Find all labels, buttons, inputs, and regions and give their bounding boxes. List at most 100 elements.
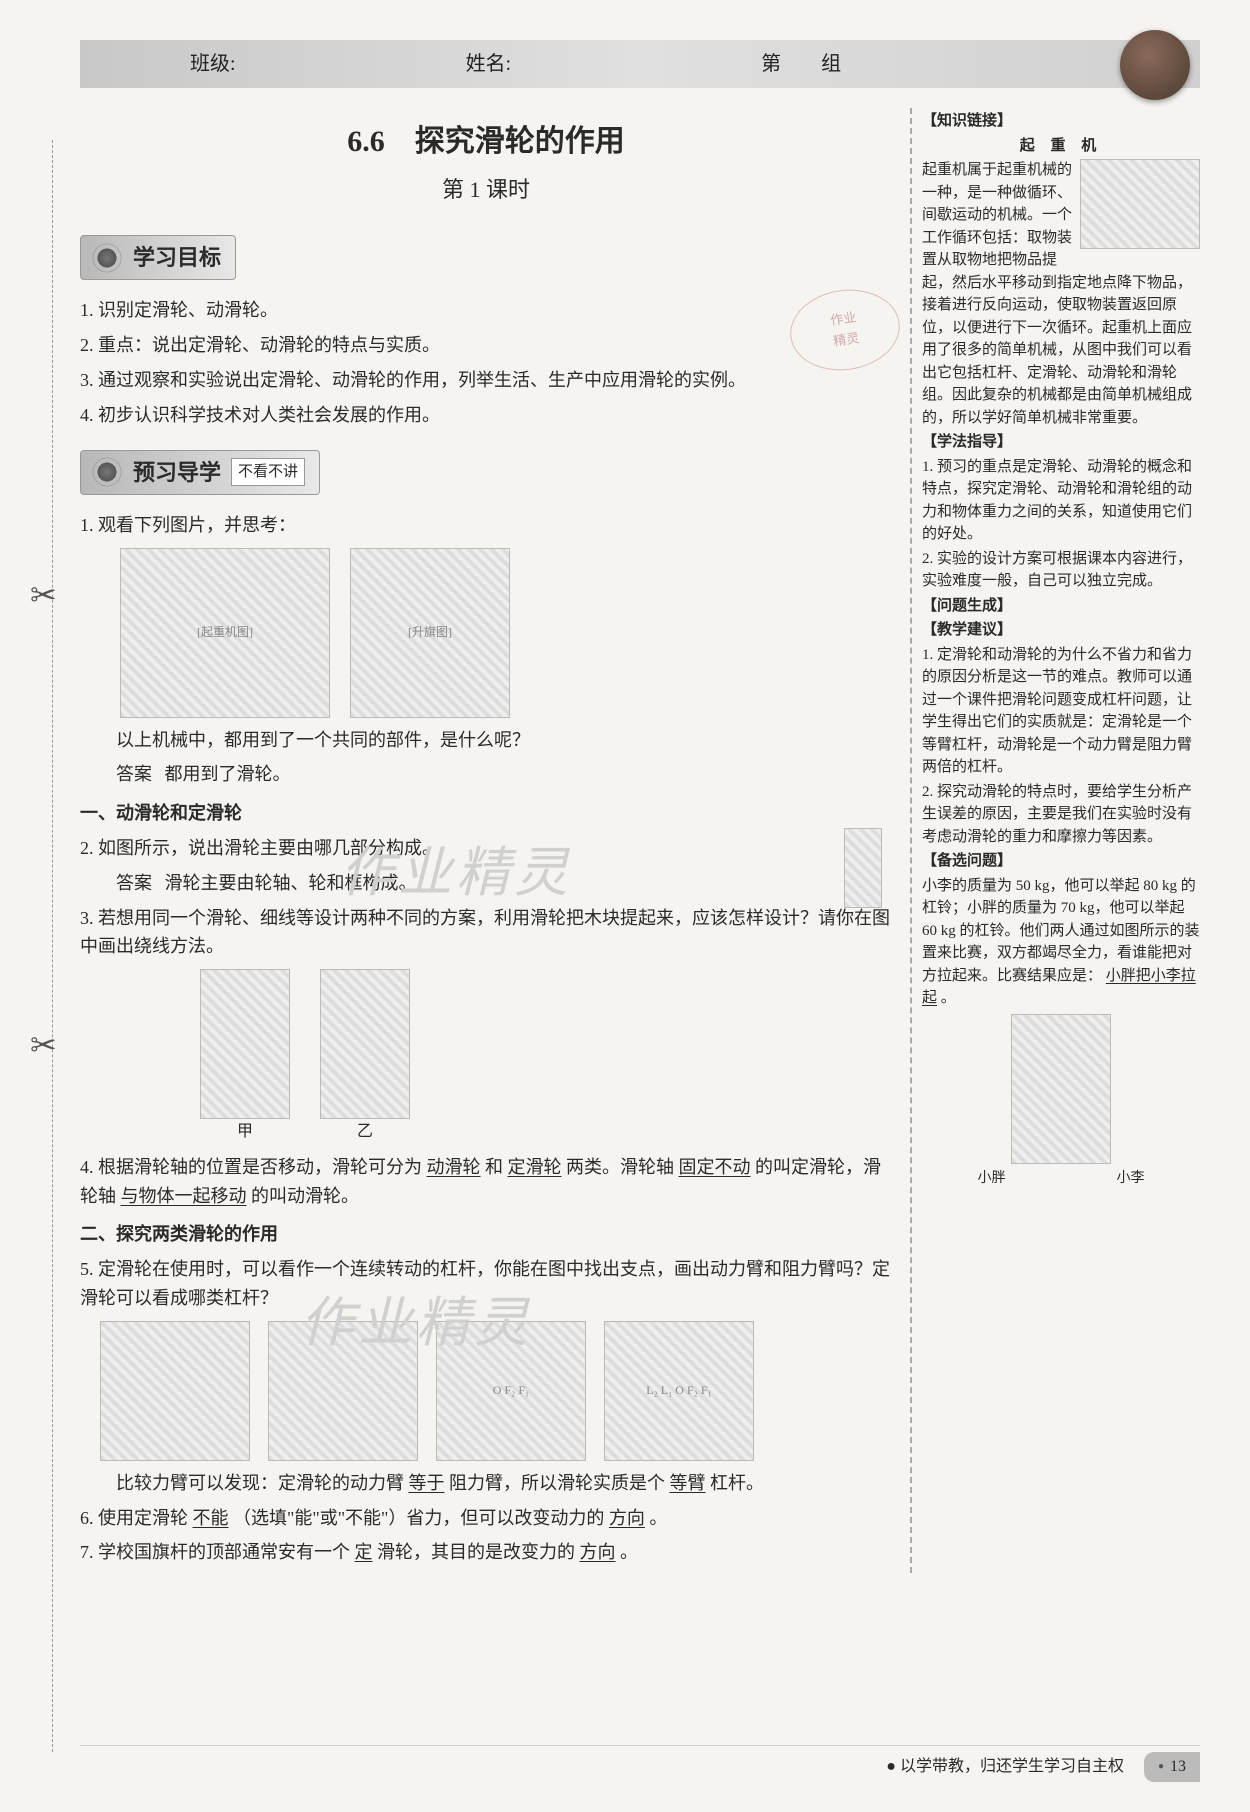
lever-diagram-1 (100, 1321, 250, 1461)
q3-prompt: 3. 若想用同一个滑轮、细线等设计两种不同的方案，利用滑轮把木块提起来，应该怎样… (80, 904, 892, 962)
sidebar: 【知识链接】 起 重 机 起重机属于起重机械的一种，是一种做循环、间歇运动的机械… (910, 108, 1200, 1573)
q2-answer-row: 答案 滑轮主要由轮轴、轮和框构成。 (80, 869, 892, 898)
q3-image-row: 甲 乙 (200, 969, 892, 1145)
lever-diagram-2 (268, 1321, 418, 1461)
q6-blank1: 不能 (193, 1508, 229, 1528)
q4-mid2: 两类。滑轮轴 (566, 1157, 674, 1177)
q4-blank4: 与物体一起移动 (121, 1186, 247, 1206)
q5-mid1: 阻力臂，所以滑轮实质是个 (449, 1473, 665, 1493)
pulley-a-image (200, 969, 290, 1119)
group-suffix: 组 (821, 48, 841, 80)
method-heading: 【学法指导】 (922, 431, 1200, 454)
q1-answer: 都用到了滑轮。 (165, 764, 291, 784)
q6-line: 6. 使用定滑轮 不能 （选填"能"或"不能"）省力，但可以改变动力的 方向 。 (80, 1504, 892, 1533)
pulley-contest-image (1011, 1014, 1111, 1164)
learning-goals-header: 学习目标 (80, 235, 236, 280)
q7-prefix: 7. 学校国旗杆的顶部通常安有一个 (80, 1542, 350, 1562)
knowledge-heading: 【知识链接】 (922, 110, 1200, 133)
q7-mid1: 滑轮，其目的是改变力的 (377, 1542, 575, 1562)
method-item-2: 2. 实验的设计方案可根据课本内容进行，实验难度一般，自己可以独立完成。 (922, 548, 1200, 593)
scissors-icon: ✂ (30, 570, 57, 621)
footer-motto: ● 以学带教，归还学生学习自主权 (886, 1754, 1124, 1780)
q5-blank1: 等于 (409, 1473, 445, 1493)
pulley-a-label: 甲 (200, 1119, 290, 1145)
preview-header: 预习导学 不看不讲 (80, 450, 320, 495)
pulley-b-image (320, 969, 410, 1119)
goal-item-2: 2. 重点：说出定滑轮、动滑轮的特点与实质。 (80, 331, 892, 360)
generate-heading: 【问题生成】 (922, 595, 1200, 618)
page-header: 班级: 姓名: 第 组 (80, 40, 1200, 88)
answer-label: 答案 (116, 873, 152, 893)
q7-suffix: 。 (620, 1542, 638, 1562)
method-item-1: 1. 预习的重点是定滑轮、动滑轮的概念和特点，探究定滑轮、动滑轮和滑轮组的动力和… (922, 456, 1200, 546)
altproblem-heading: 【备选问题】 (922, 850, 1200, 873)
q1-image-row: [起重机图] [升旗图] (120, 548, 892, 718)
goal-item-3: 3. 通过观察和实验说出定滑轮、动滑轮的作用，列举生活、生产中应用滑轮的实例。 (80, 366, 892, 395)
q6-mid1: （选填"能"或"不能"）省力，但可以改变动力的 (233, 1508, 604, 1528)
q7-blank1: 定 (355, 1542, 373, 1562)
q5-prompt: 5. 定滑轮在使用时，可以看作一个连续转动的杠杆，你能在图中找出支点，画出动力臂… (80, 1255, 892, 1313)
page-number: 13 (1144, 1752, 1200, 1782)
q5-suffix: 杠杆。 (710, 1473, 764, 1493)
knowledge-subheading: 起 重 机 (922, 135, 1200, 158)
crane-photo (1080, 159, 1200, 249)
q4-blank1: 动滑轮 (427, 1157, 481, 1177)
class-label: 班级: (190, 48, 236, 80)
q1-answer-row: 答案 都用到了滑轮。 (80, 760, 892, 789)
lesson-subtitle: 第 1 课时 (80, 172, 892, 207)
pulley-small-image (844, 828, 882, 908)
flagpole-image: [升旗图] (350, 548, 510, 718)
main-column: 6.6 探究滑轮的作用 第 1 课时 学习目标 1. 识别定滑轮、动滑轮。 2.… (80, 108, 892, 1573)
pulley-b-label: 乙 (320, 1119, 410, 1145)
name-label: 姓名: (466, 48, 512, 80)
goal-item-4: 4. 初步认识科学技术对人类社会发展的作用。 (80, 401, 892, 430)
altproblem-suffix: 。 (941, 990, 956, 1006)
subhead-2: 二、探究两类滑轮的作用 (80, 1220, 892, 1249)
name-right: 小李 (1117, 1168, 1145, 1189)
q1-prompt: 1. 观看下列图片，并思考： (80, 511, 892, 540)
section-title-text: 探究滑轮的作用 (415, 125, 625, 158)
stamp-line2: 精灵 (832, 328, 861, 352)
lever-diagram-4: L₂ L₁ O F₂ F₁ (604, 1321, 754, 1461)
q2-answer: 滑轮主要由轮轴、轮和框构成。 (165, 873, 417, 893)
crane-image: [起重机图] (120, 548, 330, 718)
q4-suffix: 的叫动滑轮。 (251, 1186, 359, 1206)
q4-blank2: 定滑轮 (508, 1157, 562, 1177)
section-title: 6.6 探究滑轮的作用 (80, 118, 892, 166)
q5-blank2: 等臂 (670, 1473, 706, 1493)
q6-prefix: 6. 使用定滑轮 (80, 1508, 188, 1528)
altproblem-row: 小李的质量为 50 kg，他可以举起 80 kg 的杠铃；小胖的质量为 70 k… (922, 875, 1200, 1010)
q4-line: 4. 根据滑轮轴的位置是否移动，滑轮可分为 动滑轮 和 定滑轮 两类。滑轮轴 固… (80, 1153, 892, 1211)
scissors-icon: ✂ (30, 1020, 57, 1071)
preview-heading: 预习导学 (133, 455, 221, 490)
learning-goals-heading: 学习目标 (133, 240, 221, 275)
lever-diagram-3: O F₂ F₁ (436, 1321, 586, 1461)
goal-item-1: 1. 识别定滑轮、动滑轮。 (80, 296, 892, 325)
header-badge-icon (1120, 30, 1190, 100)
preview-tag: 不看不讲 (231, 458, 305, 486)
q4-mid1: 和 (485, 1157, 503, 1177)
teaching-heading: 【教学建议】 (922, 619, 1200, 642)
swirl-icon (89, 457, 125, 487)
q5-analysis: 比较力臂可以发现：定滑轮的动力臂 等于 阻力臂，所以滑轮实质是个 等臂 杠杆。 (80, 1469, 892, 1498)
q4-prefix: 4. 根据滑轮轴的位置是否移动，滑轮可分为 (80, 1157, 422, 1177)
q4-blank3: 固定不动 (679, 1157, 751, 1177)
answer-label: 答案 (116, 764, 152, 784)
name-left: 小胖 (978, 1168, 1006, 1189)
q2-prompt: 2. 如图所示，说出滑轮主要由哪几部分构成。 (80, 834, 892, 863)
q5-image-row: O F₂ F₁ L₂ L₁ O F₂ F₁ (100, 1321, 892, 1461)
q6-blank2: 方向 (609, 1508, 645, 1528)
page-footer: ● 以学带教，归还学生学习自主权 13 (80, 1745, 1200, 1782)
q7-line: 7. 学校国旗杆的顶部通常安有一个 定 滑轮，其目的是改变力的 方向 。 (80, 1538, 892, 1567)
group-prefix: 第 (761, 48, 781, 80)
q1-line: 以上机械中，都用到了一个共同的部件，是什么呢？ (80, 726, 892, 755)
swirl-icon (89, 243, 125, 273)
teaching-item-2: 2. 探究动滑轮的特点时，要给学生分析产生误差的原因，主要是我们在实验时没有考虑… (922, 781, 1200, 849)
contest-names: 小胖 小李 (922, 1168, 1200, 1189)
teaching-item-1: 1. 定滑轮和动滑轮的为什么不省力和省力的原因分析是这一节的难点。教师可以通过一… (922, 644, 1200, 779)
section-number: 6.6 (347, 125, 385, 158)
cut-guide-line (52, 140, 53, 1752)
q7-blank2: 方向 (580, 1542, 616, 1562)
q5-analysis-prefix: 比较力臂可以发现：定滑轮的动力臂 (116, 1473, 404, 1493)
subhead-1: 一、动滑轮和定滑轮 (80, 799, 892, 828)
